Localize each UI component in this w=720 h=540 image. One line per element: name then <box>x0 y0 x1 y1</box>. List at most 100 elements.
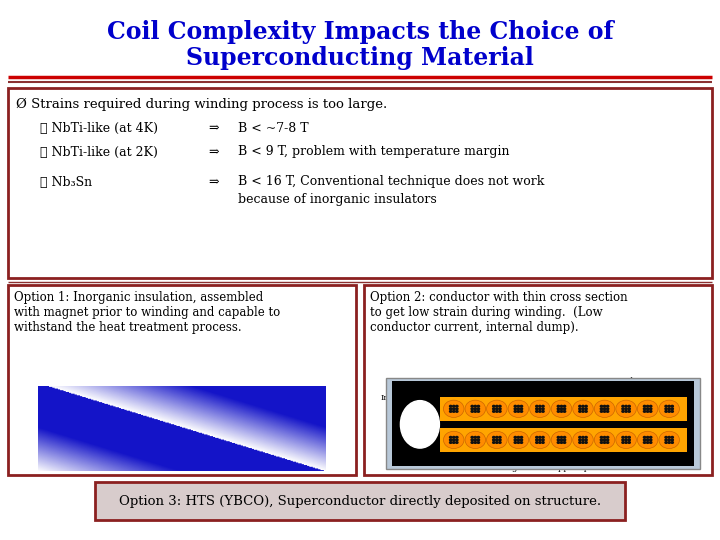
Circle shape <box>557 407 560 410</box>
Circle shape <box>606 407 609 410</box>
Circle shape <box>659 431 680 449</box>
Circle shape <box>581 436 585 439</box>
Circle shape <box>474 438 477 442</box>
Circle shape <box>624 410 628 413</box>
Circle shape <box>477 441 480 444</box>
Circle shape <box>495 436 499 439</box>
Circle shape <box>455 436 459 439</box>
Circle shape <box>667 404 671 408</box>
Bar <box>364 285 712 475</box>
Circle shape <box>559 436 563 439</box>
Circle shape <box>616 400 636 417</box>
Circle shape <box>470 404 474 408</box>
Circle shape <box>470 436 474 439</box>
Text: He coolant: He coolant <box>396 446 442 459</box>
Circle shape <box>563 441 567 444</box>
Circle shape <box>520 407 523 410</box>
Circle shape <box>578 438 582 442</box>
Circle shape <box>627 438 631 442</box>
Circle shape <box>643 441 647 444</box>
Circle shape <box>624 436 628 439</box>
Circle shape <box>621 404 625 408</box>
Circle shape <box>606 410 609 413</box>
Circle shape <box>581 410 585 413</box>
Circle shape <box>477 438 480 442</box>
Circle shape <box>606 441 609 444</box>
Circle shape <box>584 404 588 408</box>
Circle shape <box>559 404 563 408</box>
Bar <box>8 88 712 278</box>
Circle shape <box>649 438 652 442</box>
Circle shape <box>621 436 625 439</box>
Circle shape <box>452 441 456 444</box>
Circle shape <box>477 410 480 413</box>
Circle shape <box>495 441 499 444</box>
Circle shape <box>603 436 606 439</box>
Bar <box>8 285 356 475</box>
Circle shape <box>492 441 495 444</box>
Circle shape <box>516 441 521 444</box>
Circle shape <box>670 436 674 439</box>
Bar <box>441 397 687 421</box>
Circle shape <box>665 407 668 410</box>
Circle shape <box>627 436 631 439</box>
Circle shape <box>584 438 588 442</box>
Circle shape <box>449 407 453 410</box>
Circle shape <box>520 441 523 444</box>
Circle shape <box>487 431 507 449</box>
Circle shape <box>444 400 464 417</box>
Circle shape <box>563 404 567 408</box>
Circle shape <box>452 407 456 410</box>
Circle shape <box>557 404 560 408</box>
Circle shape <box>449 441 453 444</box>
Circle shape <box>667 407 671 410</box>
Text: Option 2: conductor with thin cross section
to get low strain during winding.  (: Option 2: conductor with thin cross sect… <box>370 291 628 334</box>
Circle shape <box>477 404 480 408</box>
Text: ⇒: ⇒ <box>208 176 218 188</box>
Circle shape <box>557 436 560 439</box>
Circle shape <box>552 431 572 449</box>
Circle shape <box>649 404 652 408</box>
Circle shape <box>578 441 582 444</box>
Text: ⇒: ⇒ <box>208 145 218 159</box>
Circle shape <box>563 438 567 442</box>
Circle shape <box>513 438 517 442</box>
Text: Structure: Structure <box>474 379 516 393</box>
Circle shape <box>624 407 628 410</box>
Circle shape <box>670 441 674 444</box>
Circle shape <box>603 407 606 410</box>
Text: ✓ NbTi-like (at 4K): ✓ NbTi-like (at 4K) <box>40 122 158 134</box>
Circle shape <box>449 404 453 408</box>
Circle shape <box>538 441 541 444</box>
Circle shape <box>520 410 523 413</box>
Circle shape <box>492 404 495 408</box>
Circle shape <box>498 436 502 439</box>
Circle shape <box>616 431 636 449</box>
Circle shape <box>520 404 523 408</box>
Circle shape <box>670 407 674 410</box>
Circle shape <box>643 407 647 410</box>
Circle shape <box>492 438 495 442</box>
Text: ⇒: ⇒ <box>208 122 218 134</box>
Circle shape <box>452 436 456 439</box>
Circle shape <box>449 410 453 413</box>
Text: SC strands: SC strands <box>591 377 637 391</box>
Circle shape <box>600 436 603 439</box>
Circle shape <box>455 410 459 413</box>
Circle shape <box>606 436 609 439</box>
Circle shape <box>624 441 628 444</box>
Text: Option 3: HTS (YBCO), Superconductor directly deposited on structure.: Option 3: HTS (YBCO), Superconductor dir… <box>119 495 601 508</box>
Circle shape <box>594 431 615 449</box>
Circle shape <box>627 441 631 444</box>
Circle shape <box>667 438 671 442</box>
Circle shape <box>557 438 560 442</box>
Circle shape <box>594 400 615 417</box>
Circle shape <box>600 407 603 410</box>
Circle shape <box>477 436 480 439</box>
Circle shape <box>646 407 649 410</box>
Circle shape <box>541 410 545 413</box>
Circle shape <box>535 407 539 410</box>
Circle shape <box>513 436 517 439</box>
Circle shape <box>667 436 671 439</box>
Circle shape <box>603 404 606 408</box>
